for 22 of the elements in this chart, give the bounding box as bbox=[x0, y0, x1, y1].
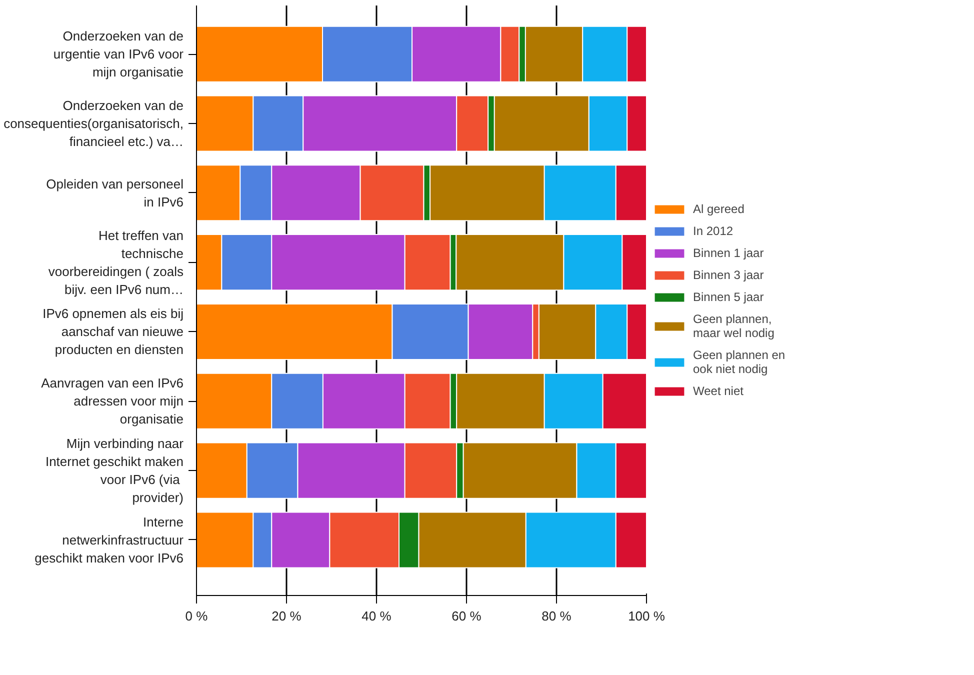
legend-label: Binnen 3 jaar bbox=[693, 268, 764, 282]
y-tick-label: Het treffen van technische voorbereidingen ( zoals bijv. een IPv6 num… bbox=[48, 228, 184, 297]
y-tick-label: Mijn verbinding naar Internet geschikt maken voor IPv6 (via provider) bbox=[45, 436, 184, 506]
x-tick-label: 60 % bbox=[452, 608, 482, 624]
y-tick-label: IPv6 opnemen als eis bij aanschaf van nieuwe producten en diensten bbox=[42, 306, 184, 358]
x-tick-label: 0 % bbox=[185, 608, 208, 624]
legend-label: Binnen 5 jaar bbox=[693, 290, 764, 304]
y-tick-label: Interne netwerkinfrastructuur geschikt maken voor IPv6 bbox=[34, 514, 184, 566]
legend-label: Geen plannen en ook niet nodig bbox=[693, 348, 786, 376]
x-tick-label: 80 % bbox=[542, 608, 572, 624]
legend-label: Geen plannen, maar wel nodig bbox=[693, 312, 774, 340]
x-tick-label: 100 % bbox=[628, 608, 666, 624]
y-tick-label: Onderzoeken van de urgentie van IPv6 voor mijn organisatie bbox=[53, 28, 184, 80]
legend-label: Al gereed bbox=[693, 202, 744, 216]
legend-label: Weet niet bbox=[693, 384, 744, 398]
x-tick-label: 20 % bbox=[272, 608, 302, 624]
y-tick-label: Opleiden van personeel in IPv6 bbox=[46, 176, 184, 210]
legend-label: In 2012 bbox=[693, 224, 734, 238]
legend-label: Binnen 1 jaar bbox=[693, 246, 764, 260]
y-tick-label: Onderzoeken van de consequenties(organisatorisch, financieel etc.) va… bbox=[4, 98, 184, 149]
x-tick-label: 40 % bbox=[362, 608, 392, 624]
y-tick-label: Aanvragen van een IPv6 adressen voor mijn organisatie bbox=[41, 376, 184, 427]
